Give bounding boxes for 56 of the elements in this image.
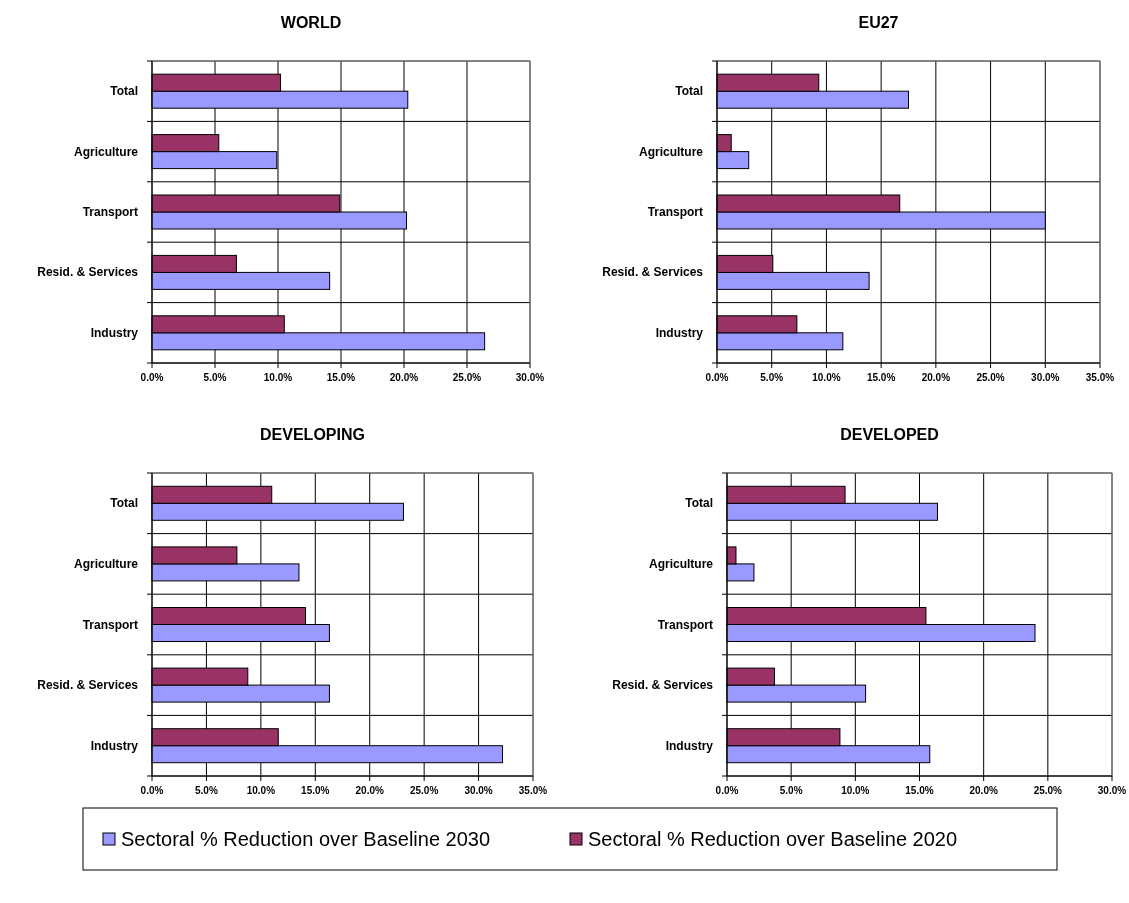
x-tick-label: 25.0% (1033, 785, 1063, 796)
x-tick-label: 10.0% (841, 785, 870, 796)
x-tick-label: 5.0% (195, 785, 218, 796)
x-tick-label: 0.0% (715, 785, 739, 796)
y-tick-label: Transport (657, 617, 713, 632)
x-tick-label: 25.0% (976, 372, 1005, 383)
y-tick-label: Industry (90, 325, 139, 340)
x-tick-label: 25.0% (452, 372, 482, 383)
x-tick-label: 25.0% (409, 785, 439, 796)
chart-title: DEVELOPED (840, 426, 939, 443)
x-tick-label: 20.0% (389, 372, 419, 383)
y-tick-label: Total (110, 84, 138, 99)
y-tick-label: Resid. & Services (37, 265, 139, 280)
x-tick-label: 0.0% (140, 785, 164, 796)
chart-title: DEVELOPING (260, 426, 365, 443)
x-tick-label: 30.0% (1097, 785, 1127, 796)
x-tick-label: 10.0% (263, 372, 293, 383)
y-tick-label: Agriculture (638, 144, 704, 159)
x-tick-label: 35.0% (1085, 372, 1115, 383)
x-tick-label: 10.0% (812, 372, 841, 383)
x-tick-label: 30.0% (1031, 372, 1060, 383)
x-tick-label: 20.0% (921, 372, 951, 383)
y-tick-label: Resid. & Services (612, 678, 714, 693)
x-tick-label: 15.0% (301, 785, 330, 796)
y-tick-label: Transport (82, 205, 138, 219)
legend-label: Sectoral % Reduction over Baseline 2030 (121, 828, 491, 850)
y-tick-label: Agriculture (73, 144, 139, 159)
x-tick-label: 15.0% (905, 785, 934, 796)
x-tick-label: 0.0% (140, 372, 164, 383)
x-tick-label: 0.0% (705, 372, 729, 383)
y-tick-label: Resid. & Services (37, 678, 139, 693)
x-tick-label: 15.0% (866, 372, 896, 383)
x-tick-label: 30.0% (515, 372, 545, 383)
y-tick-label: Total (685, 496, 713, 511)
chart-title: WORLD (280, 14, 342, 31)
x-tick-label: 10.0% (246, 785, 276, 796)
y-tick-label: Industry (655, 325, 704, 340)
x-tick-label: 20.0% (969, 785, 998, 796)
y-tick-label: Industry (665, 738, 714, 753)
x-tick-label: 5.0% (203, 372, 227, 383)
y-tick-label: Agriculture (648, 556, 714, 571)
x-tick-label: 5.0% (779, 785, 803, 796)
x-tick-label: 5.0% (760, 372, 784, 383)
x-tick-label: 20.0% (355, 785, 384, 796)
y-tick-label: Total (110, 496, 138, 511)
y-tick-label: Industry (90, 738, 139, 753)
y-tick-label: Resid. & Services (602, 265, 704, 280)
x-tick-label: 15.0% (326, 372, 356, 383)
chart-title: EU27 (858, 14, 899, 31)
y-tick-label: Agriculture (73, 556, 139, 571)
x-tick-label: 30.0% (464, 785, 493, 796)
y-tick-label: Transport (82, 617, 138, 632)
x-tick-label: 35.0% (518, 785, 548, 796)
legend-label: Sectoral % Reduction over Baseline 2020 (588, 828, 958, 850)
y-tick-label: Transport (647, 205, 703, 219)
y-tick-label: Total (675, 84, 703, 99)
